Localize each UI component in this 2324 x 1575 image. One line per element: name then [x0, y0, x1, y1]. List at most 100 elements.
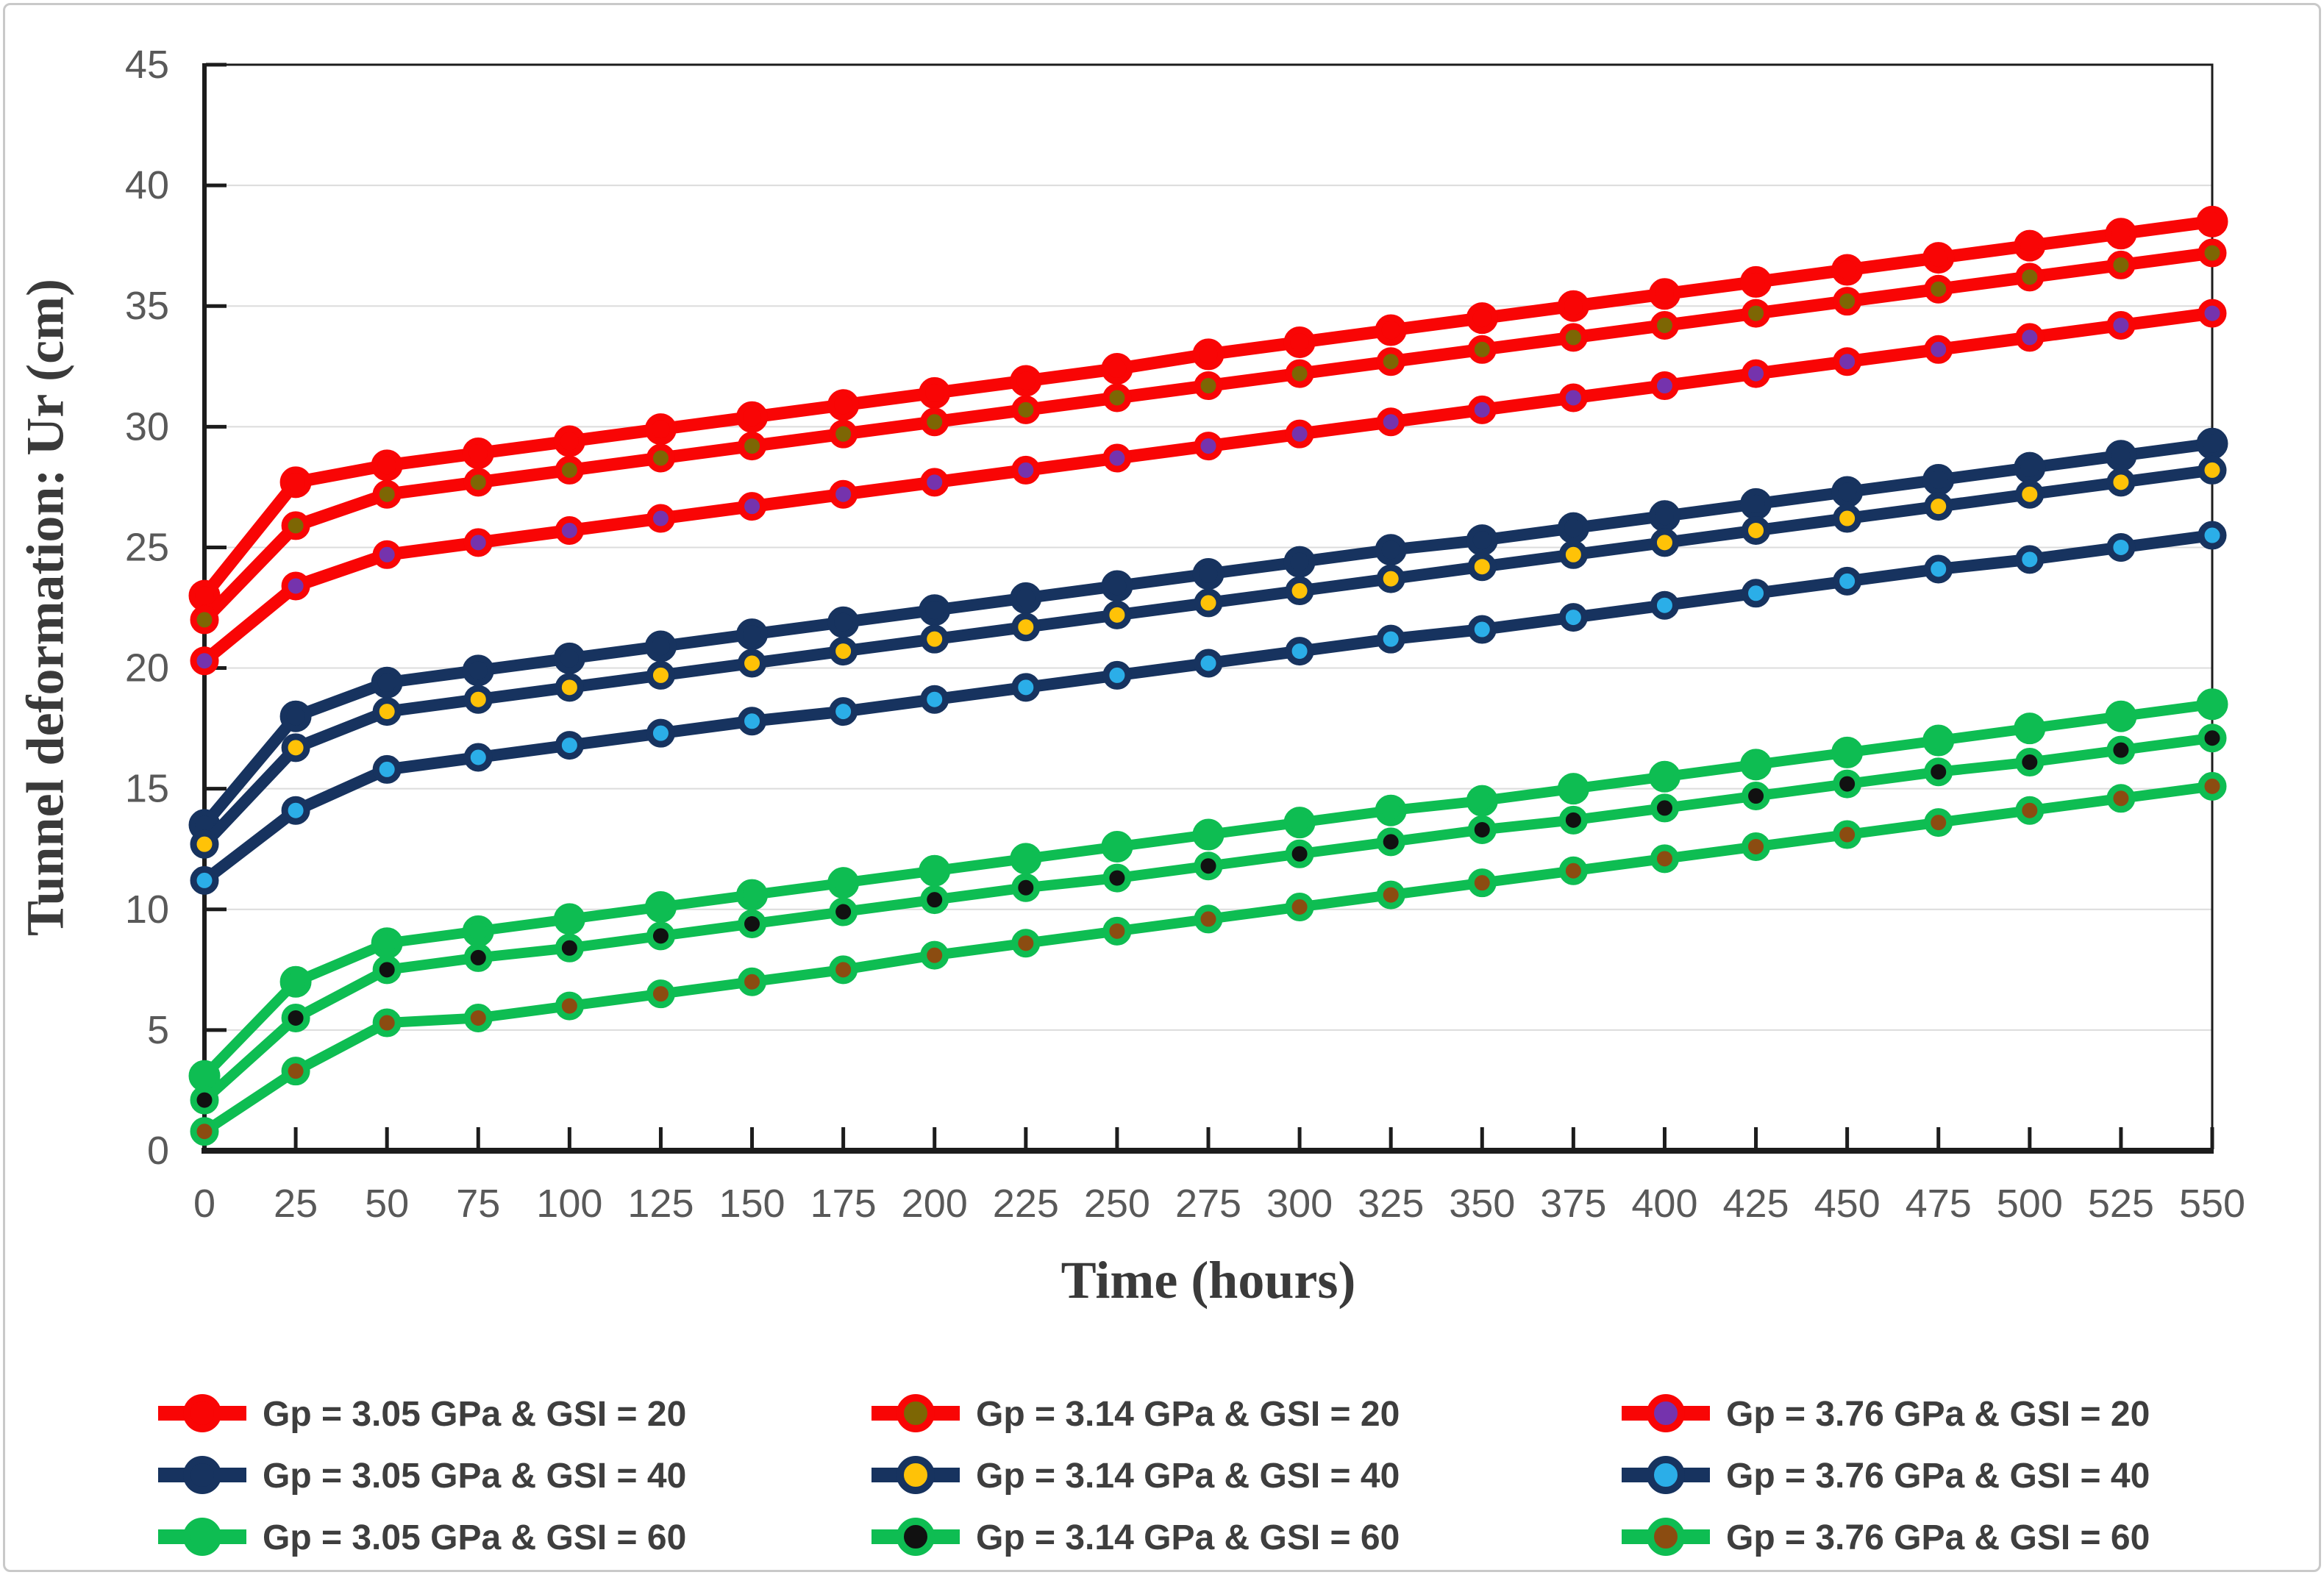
data-point-marker — [827, 606, 860, 638]
data-point-marker — [279, 700, 312, 732]
legend-label: Gp = 3.05 GPa & GSI = 60 — [263, 1518, 686, 1557]
legend-label: Gp = 3.76 GPa & GSI = 60 — [1726, 1518, 2150, 1557]
data-point-marker — [553, 903, 585, 935]
x-tick-label: 125 — [627, 1182, 694, 1226]
data-point-marker — [920, 940, 949, 970]
data-point-marker — [1285, 576, 1314, 606]
data-point-marker — [1102, 863, 1132, 893]
data-point-marker — [1011, 612, 1041, 642]
data-point-marker — [463, 743, 493, 772]
data-point-marker — [2015, 479, 2045, 509]
data-point-marker — [2198, 299, 2227, 328]
y-tick-label: 5 — [147, 1008, 169, 1052]
data-point-marker — [1650, 844, 1679, 874]
data-point-marker — [1924, 492, 1953, 521]
data-point-marker — [1648, 760, 1680, 793]
data-point-marker — [829, 897, 858, 926]
data-point-marker — [1010, 582, 1042, 614]
x-tick-label: 475 — [1906, 1182, 1972, 1226]
data-point-marker — [1194, 851, 1223, 881]
data-point-marker — [829, 419, 858, 449]
data-point-marker — [1102, 443, 1132, 473]
data-point-marker — [920, 624, 949, 654]
data-point-marker — [1011, 395, 1041, 424]
data-point-marker — [1376, 880, 1405, 910]
data-point-marker — [462, 654, 494, 687]
data-point-marker — [555, 991, 584, 1021]
series-gp3.14-gsi20 — [190, 238, 2227, 635]
data-point-marker — [738, 649, 767, 678]
legend-marker — [183, 1518, 221, 1556]
series-gp3.14-gsi40 — [190, 455, 2227, 859]
data-point-marker — [920, 685, 949, 714]
legend-item-gp3.05-gsi20: Gp = 3.05 GPa & GSI = 20 — [158, 1394, 686, 1434]
data-point-marker — [919, 376, 951, 409]
data-point-marker — [2198, 238, 2227, 268]
data-point-marker — [646, 921, 675, 951]
data-point-marker — [555, 933, 584, 963]
data-point-marker — [555, 731, 584, 760]
data-point-marker — [2014, 712, 2046, 745]
data-point-marker — [555, 673, 584, 702]
data-point-marker — [372, 955, 402, 985]
data-point-marker — [1101, 830, 1133, 863]
series-gp3.76-gsi20 — [190, 299, 2227, 676]
data-point-marker — [2105, 440, 2137, 472]
data-point-marker — [1742, 515, 1771, 545]
data-point-marker — [2196, 427, 2228, 460]
data-point-marker — [736, 401, 769, 433]
data-point-marker — [463, 685, 493, 714]
data-point-marker — [462, 437, 494, 469]
data-point-marker — [738, 909, 767, 938]
data-point-marker — [646, 443, 675, 473]
data-point-marker — [1376, 827, 1405, 857]
legend-item-gp3.76-gsi20: Gp = 3.76 GPa & GSI = 20 — [1622, 1394, 2150, 1434]
data-point-marker — [920, 407, 949, 437]
data-point-marker — [463, 528, 493, 557]
data-point-marker — [1102, 600, 1132, 629]
data-point-marker — [644, 890, 677, 923]
data-point-marker — [1558, 856, 1588, 885]
x-tick-label: 100 — [536, 1182, 602, 1226]
data-point-marker — [553, 425, 585, 457]
data-point-marker — [827, 867, 860, 899]
legend-item-gp3.14-gsi20: Gp = 3.14 GPa & GSI = 20 — [872, 1394, 1400, 1434]
data-point-marker — [646, 718, 675, 748]
data-point-marker — [1924, 808, 1953, 838]
data-point-marker — [829, 637, 858, 666]
data-point-marker — [1558, 323, 1588, 352]
data-point-marker — [738, 967, 767, 996]
data-point-marker — [555, 515, 584, 545]
data-point-marker — [372, 479, 402, 509]
x-tick-label: 275 — [1175, 1182, 1241, 1226]
data-point-marker — [1557, 773, 1589, 805]
data-point-marker — [736, 618, 769, 651]
data-point-marker — [1924, 554, 1953, 584]
data-point-marker — [1833, 820, 1862, 849]
series-line — [199, 438, 2214, 829]
data-point-marker — [1467, 335, 1497, 364]
data-point-marker — [1192, 338, 1225, 371]
data-point-marker — [190, 865, 219, 895]
data-point-marker — [2106, 250, 2136, 279]
data-point-marker — [1833, 566, 1862, 596]
data-point-marker — [1833, 287, 1862, 316]
data-point-marker — [1742, 579, 1771, 608]
series-gp3.05-gsi20 — [188, 205, 2228, 612]
data-point-marker — [463, 943, 493, 972]
data-point-marker — [1285, 419, 1314, 449]
data-point-marker — [1375, 314, 1407, 346]
legend-item-gp3.05-gsi40: Gp = 3.05 GPa & GSI = 40 — [158, 1456, 686, 1496]
y-tick-label: 30 — [125, 404, 169, 449]
series-gp3.76-gsi60 — [190, 771, 2227, 1146]
data-point-marker — [1558, 383, 1588, 413]
legend-marker — [897, 1394, 935, 1432]
data-point-marker — [1742, 782, 1771, 811]
legend-label: Gp = 3.76 GPa & GSI = 20 — [1726, 1395, 2150, 1434]
y-tick-label: 40 — [125, 163, 169, 207]
legend-label: Gp = 3.14 GPa & GSI = 60 — [976, 1518, 1400, 1557]
data-point-marker — [279, 965, 312, 998]
data-point-marker — [1924, 757, 1953, 787]
data-point-marker — [2105, 218, 2137, 250]
data-point-marker — [1831, 476, 1864, 508]
